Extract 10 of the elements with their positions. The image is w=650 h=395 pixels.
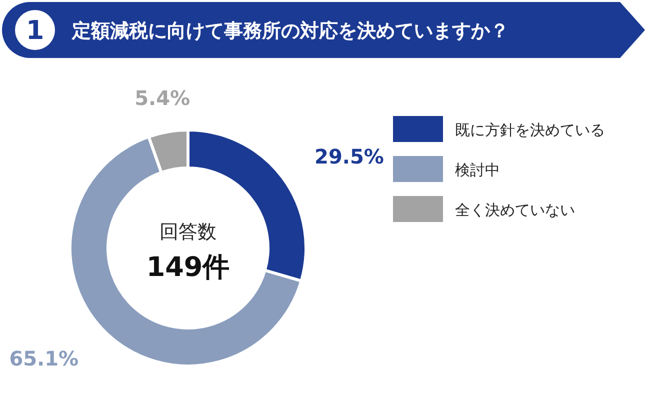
legend-label: 既に方針を決めている <box>455 121 605 139</box>
text: 149件 <box>146 252 230 283</box>
legend-label: 全く決めていない <box>455 201 575 219</box>
data-label: 5.4% <box>134 86 190 110</box>
data-label: 65.1% <box>9 346 79 370</box>
text: 回答数 <box>160 221 216 243</box>
legend-label: 検討中 <box>455 161 500 179</box>
chart-title: 定額減税に向けて事務所の対応を決めていますか？ <box>71 20 509 42</box>
data-label: 29.5% <box>314 144 384 169</box>
text: 1 <box>26 16 44 46</box>
